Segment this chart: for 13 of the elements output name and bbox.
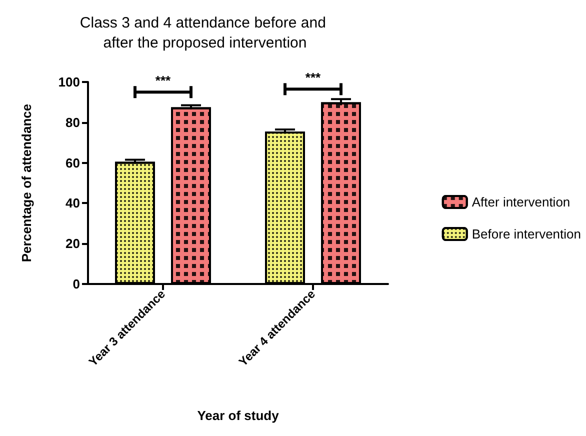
y-tick-label: 0 <box>72 276 80 292</box>
chart-title: Class 3 and 4 attendance before and after the proposed intervention <box>80 14 330 52</box>
legend-label: After intervention <box>472 194 570 210</box>
y-tick-label: 100 <box>58 74 80 90</box>
y-tick-label: 20 <box>66 236 80 252</box>
annotation: *** <box>155 73 172 88</box>
y-tick-label: 40 <box>66 196 80 211</box>
x-axis-title: Year of study <box>197 408 280 423</box>
annotation: *** <box>305 70 322 86</box>
y-tick-label: 60 <box>66 155 80 170</box>
y-axis-title: Percentage of attendance <box>19 104 34 262</box>
y-tick-label: 80 <box>66 114 80 130</box>
legend-label: Before intervention <box>472 226 581 242</box>
